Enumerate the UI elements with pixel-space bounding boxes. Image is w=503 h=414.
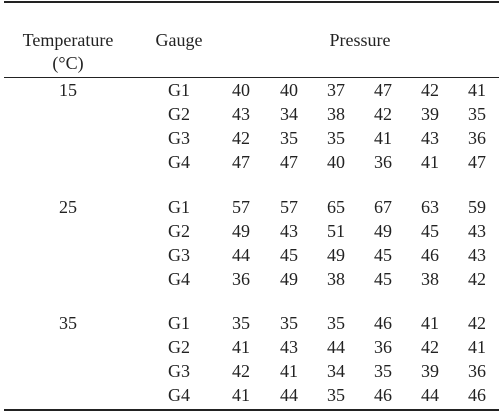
pressure-cell: 57 (280, 197, 298, 217)
pressure-cell: 38 (421, 269, 439, 289)
pressure-cell: 41 (468, 80, 486, 100)
pressure-cell: 35 (327, 313, 345, 333)
header-pressure: Pressure (329, 30, 391, 50)
gauge-cell: G1 (168, 313, 190, 333)
pressure-cell: 34 (327, 361, 345, 381)
pressure-cell: 42 (232, 361, 250, 381)
pressure-cell: 38 (327, 104, 345, 124)
gauge-cell: G2 (168, 337, 190, 357)
header-unit: (°C) (52, 53, 84, 73)
header-temperature: Temperature (22, 30, 114, 50)
pressure-cell: 63 (421, 197, 439, 217)
pressure-cell: 41 (232, 337, 250, 357)
gauge-cell: G2 (168, 104, 190, 124)
pressure-cell: 45 (374, 269, 392, 289)
pressure-cell: 49 (280, 269, 298, 289)
pressure-cell: 44 (232, 245, 250, 265)
pressure-cell: 35 (232, 313, 250, 333)
pressure-cell: 49 (374, 221, 392, 241)
gauge-cell: G3 (168, 245, 190, 265)
pressure-cell: 43 (421, 128, 439, 148)
pressure-cell: 36 (468, 128, 486, 148)
gauge-cell: G1 (168, 80, 190, 100)
pressure-cell: 36 (374, 152, 392, 172)
pressure-cell: 47 (468, 152, 486, 172)
pressure-cell: 37 (327, 80, 345, 100)
temperature-cell: 35 (59, 313, 77, 333)
pressure-cell: 43 (280, 337, 298, 357)
pressure-cell: 44 (421, 385, 439, 405)
pressure-cell: 41 (468, 337, 486, 357)
pressure-cell: 36 (374, 337, 392, 357)
pressure-cell: 41 (374, 128, 392, 148)
pressure-cell: 46 (374, 385, 392, 405)
gauge-cell: G4 (168, 269, 190, 289)
pressure-cell: 41 (232, 385, 250, 405)
pressure-cell: 40 (327, 152, 345, 172)
pressure-cell: 40 (232, 80, 250, 100)
pressure-cell: 47 (280, 152, 298, 172)
pressure-cell: 46 (374, 313, 392, 333)
temperature-cell: 25 (59, 197, 77, 217)
pressure-cell: 42 (232, 128, 250, 148)
pressure-cell: 35 (280, 128, 298, 148)
pressure-cell: 51 (327, 221, 345, 241)
pressure-cell: 46 (468, 385, 486, 405)
pressure-cell: 43 (280, 221, 298, 241)
gauge-cell: G4 (168, 385, 190, 405)
pressure-cell: 36 (468, 361, 486, 381)
pressure-cell: 45 (280, 245, 298, 265)
pressure-cell: 36 (232, 269, 250, 289)
gauge-cell: G3 (168, 128, 190, 148)
pressure-cell: 43 (232, 104, 250, 124)
pressure-cell: 34 (280, 104, 298, 124)
pressure-cell: 42 (468, 269, 486, 289)
pressure-cell: 40 (280, 80, 298, 100)
pressure-cell: 41 (280, 361, 298, 381)
gauge-cell: G1 (168, 197, 190, 217)
pressure-cell: 45 (374, 245, 392, 265)
pressure-cell: 35 (327, 385, 345, 405)
pressure-cell: 41 (421, 313, 439, 333)
pressure-cell: 42 (468, 313, 486, 333)
gauge-cell: G3 (168, 361, 190, 381)
pressure-cell: 42 (421, 80, 439, 100)
pressure-cell: 39 (421, 104, 439, 124)
pressure-cell: 43 (468, 245, 486, 265)
temperature-cell: 15 (59, 80, 77, 100)
bottom-rule (4, 409, 499, 411)
pressure-cell: 35 (280, 313, 298, 333)
pressure-cell: 35 (374, 361, 392, 381)
pressure-cell: 35 (468, 104, 486, 124)
pressure-cell: 45 (421, 221, 439, 241)
pressure-cell: 38 (327, 269, 345, 289)
pressure-cell: 44 (327, 337, 345, 357)
header-gauge: Gauge (155, 30, 203, 50)
gauge-cell: G2 (168, 221, 190, 241)
header-rule (4, 77, 499, 78)
pressure-cell: 67 (374, 197, 392, 217)
pressure-cell: 49 (232, 221, 250, 241)
pressure-cell: 39 (421, 361, 439, 381)
pressure-cell: 47 (374, 80, 392, 100)
pressure-cell: 59 (468, 197, 486, 217)
pressure-cell: 42 (421, 337, 439, 357)
pressure-cell: 35 (327, 128, 345, 148)
pressure-cell: 49 (327, 245, 345, 265)
pressure-cell: 43 (468, 221, 486, 241)
pressure-cell: 47 (232, 152, 250, 172)
gauge-cell: G4 (168, 152, 190, 172)
pressure-cell: 41 (421, 152, 439, 172)
pressure-cell: 65 (327, 197, 345, 217)
pressure-cell: 57 (232, 197, 250, 217)
pressure-cell: 46 (421, 245, 439, 265)
top-rule (4, 1, 499, 3)
pressure-cell: 44 (280, 385, 298, 405)
pressure-cell: 42 (374, 104, 392, 124)
